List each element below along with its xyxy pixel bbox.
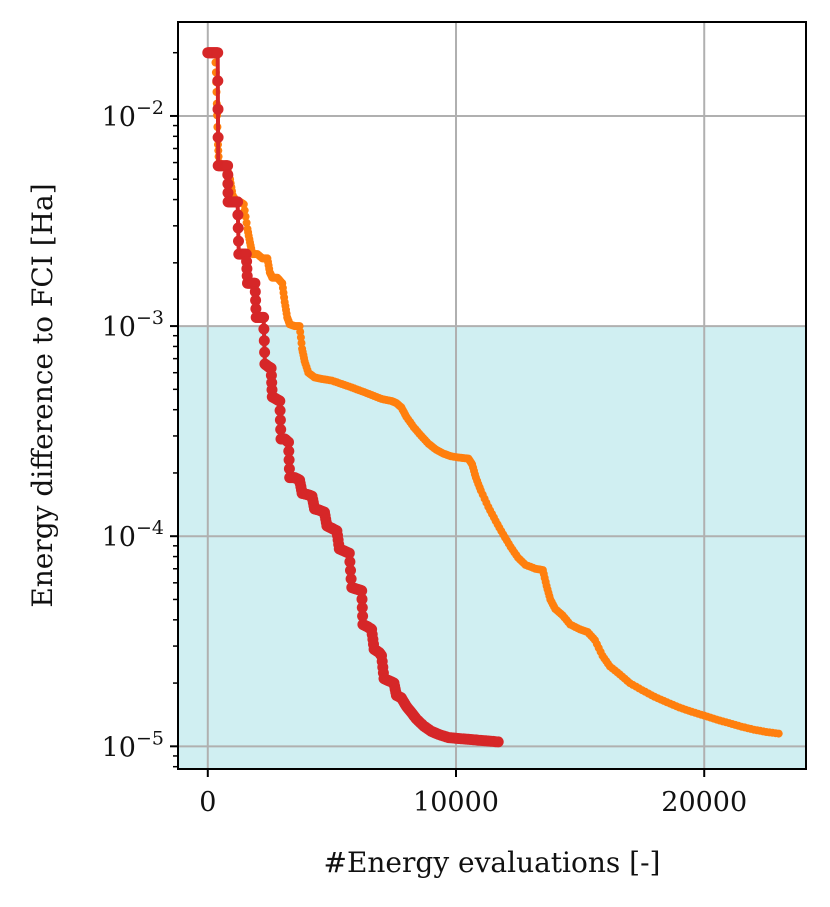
data-point-interp	[258, 335, 270, 347]
series-1	[202, 47, 504, 748]
data-point-interp	[242, 218, 251, 227]
data-point-interp	[274, 405, 286, 416]
grid	[178, 22, 806, 769]
data-point-interp	[250, 303, 262, 315]
plot-frame	[177, 21, 807, 770]
x-tick-label: 10000	[413, 787, 499, 818]
y-tick-label: 10−5	[102, 727, 164, 763]
data-point-interp	[345, 564, 356, 576]
data-point	[222, 160, 234, 172]
data-point-interp	[212, 103, 224, 115]
data-point	[258, 311, 270, 323]
data-point-interp	[212, 131, 224, 143]
y-tick-exponent: −2	[136, 97, 164, 119]
y-tick-base: 10	[102, 522, 136, 553]
data-point-interp	[283, 445, 295, 457]
data-point-interp	[249, 286, 261, 298]
y-axis-label: Energy difference to FCI [Ha]	[26, 183, 59, 607]
data-point	[283, 436, 294, 448]
data-point	[774, 729, 783, 738]
data-point-interp	[241, 212, 250, 221]
data-point	[212, 47, 224, 59]
data-point-interp	[275, 424, 287, 435]
data-point-interp	[274, 414, 286, 426]
data-point-interp	[232, 209, 244, 221]
y-tick-exponent: −3	[136, 307, 164, 329]
y-tick-base: 10	[102, 732, 136, 763]
data-point-interp	[356, 593, 368, 605]
data-point	[356, 585, 368, 597]
data-point	[492, 736, 504, 748]
x-tick-label: 0	[199, 787, 216, 818]
data-point-interp	[356, 602, 368, 614]
data-point-interp	[357, 610, 369, 622]
data-point-interp	[233, 235, 244, 247]
data-point-interp	[258, 323, 270, 335]
data-point	[249, 277, 261, 289]
ticks	[170, 51, 706, 777]
data-point-interp	[222, 187, 234, 199]
data-point-interp	[222, 169, 234, 181]
data-point-interp	[212, 75, 224, 87]
data-point-interp	[345, 573, 357, 585]
y-tick-label: 10−2	[102, 97, 164, 133]
y-tick-exponent: −5	[136, 727, 164, 749]
y-tick-label: 10−4	[102, 517, 164, 553]
data-point-interp	[232, 222, 244, 234]
data-point-interp	[250, 294, 262, 306]
data-point-interp	[344, 556, 356, 568]
data-point	[343, 547, 355, 559]
y-tick-exponent: −4	[136, 517, 164, 539]
x-tick-label: 20000	[661, 787, 747, 818]
y-tick-label: 10−3	[102, 307, 164, 343]
x-tick-labels: 0 10000 20000	[199, 787, 747, 818]
data-point	[274, 395, 286, 407]
data-point-interp	[283, 454, 295, 466]
x-axis-label: #Energy evaluations [-]	[324, 846, 661, 879]
data-point-interp	[222, 178, 234, 190]
data-point-interp	[259, 346, 271, 358]
data-point-interp	[283, 463, 295, 475]
y-tick-base: 10	[102, 102, 136, 133]
y-tick-labels: 10−510−410−310−2	[102, 97, 164, 763]
data-point	[232, 196, 244, 208]
series-layer	[202, 47, 783, 748]
y-tick-base: 10	[102, 312, 136, 343]
